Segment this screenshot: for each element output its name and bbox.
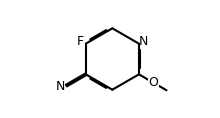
Text: N: N [139, 35, 148, 48]
Text: O: O [148, 76, 158, 89]
Text: N: N [56, 80, 65, 93]
Text: F: F [77, 35, 84, 48]
